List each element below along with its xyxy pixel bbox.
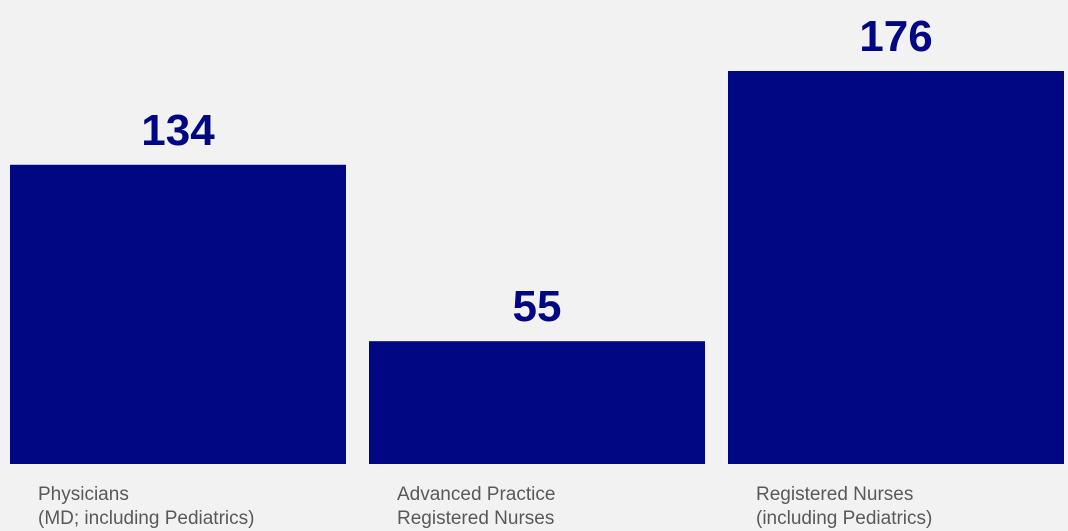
value-label-1: 134 [141,106,215,155]
category-label-1-line-1: Physicians [38,484,129,505]
category-label-3-line-1: Registered Nurses [756,484,913,505]
value-label-2: 55 [513,282,562,331]
category-label-3-line-2: (including Pediatrics) [756,508,932,529]
bar-1 [10,165,346,464]
category-label-2-line-1: Advanced Practice [397,484,555,505]
bar-3 [728,71,1064,464]
category-label-2-line-2: Registered Nurses [397,508,554,529]
category-label-1-line-2: (MD; including Pediatrics) [38,508,254,529]
bar-2 [369,341,705,464]
value-label-3: 176 [859,12,932,61]
